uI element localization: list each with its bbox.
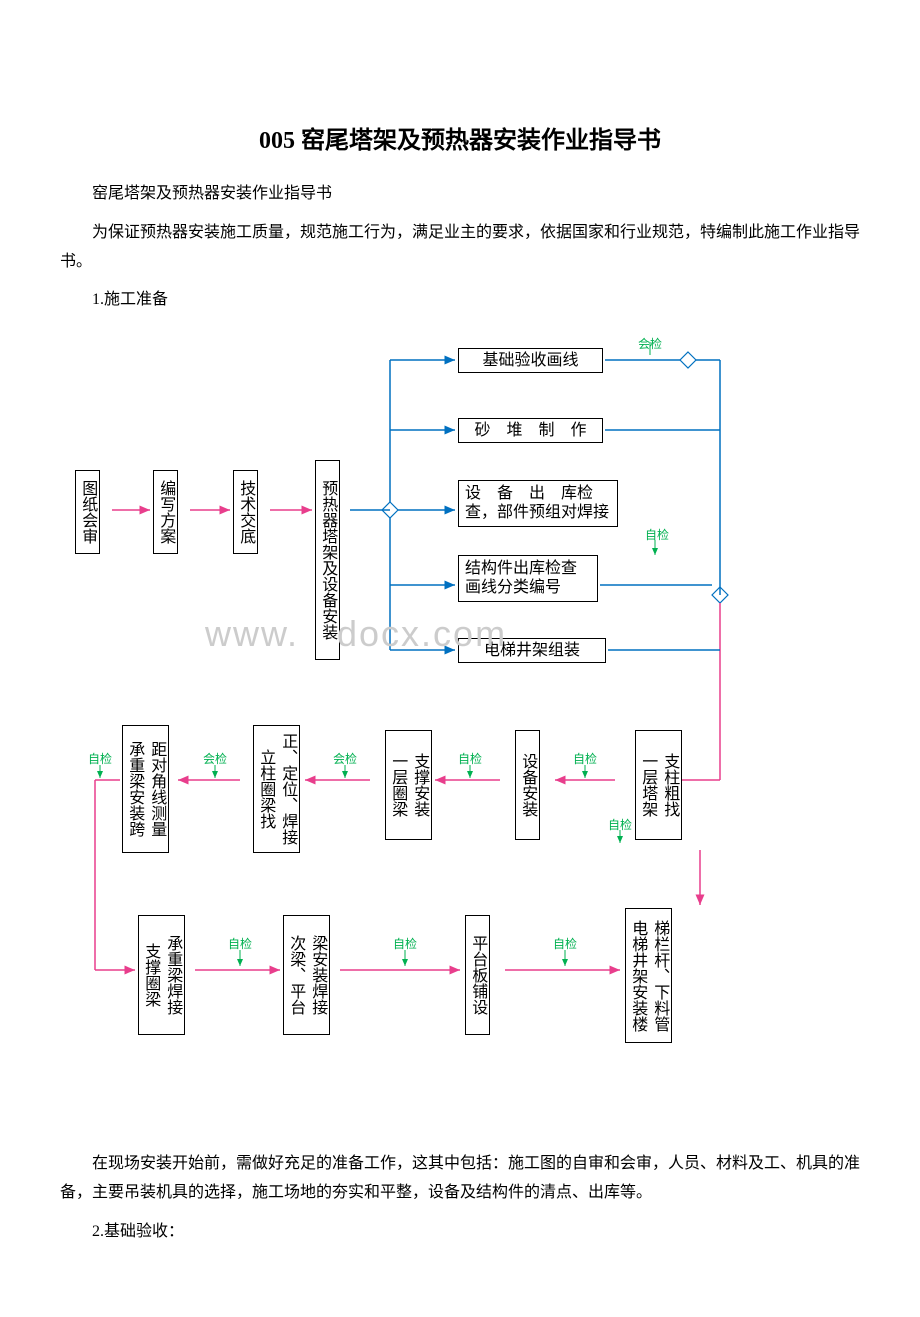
label-zijian-r3-3: 自检: [553, 935, 577, 952]
node-r2-2b: 正、定位、焊接: [276, 725, 300, 853]
label-zijian-r2-5: 自检: [573, 750, 597, 767]
node-sandpile: 砂 堆 制 作: [458, 418, 603, 443]
node-r2-1a: 承重梁安装跨: [122, 725, 147, 853]
node-preheater-install: 预热器塔架及设备安装: [315, 460, 340, 660]
paragraph-prep: 在现场安装开始前，需做好充足的准备工作，这其中包括：施工图的自审和会审，人员、材…: [60, 1150, 860, 1208]
section-2-heading: 2.基础验收：: [60, 1218, 860, 1247]
label-zijian-r2-6: 自检: [608, 816, 632, 833]
paragraph-intro2: 为保证预热器安装施工质量，规范施工行为，满足业主的要求，依据国家和行业规范，特编…: [60, 219, 860, 277]
section-1-heading: 1.施工准备: [60, 286, 860, 315]
node-r2-5a: 一层塔架: [635, 730, 660, 840]
node-r2-3b: 支撑安装: [408, 730, 432, 840]
node-tech-disclosure: 技术交底: [233, 470, 258, 554]
node-foundation-check: 基础验收画线: [458, 348, 603, 373]
node-r2-4: 设备安装: [515, 730, 540, 840]
node-r2-3a: 一层圈梁: [385, 730, 410, 840]
node-r2-5b: 支柱粗找: [658, 730, 682, 840]
node-r2-1b: 距对角线测量: [145, 725, 169, 853]
label-zijian-1: 自检: [645, 526, 669, 543]
label-zijian-r2-1: 自检: [88, 750, 112, 767]
paragraph-intro1: 窑尾塔架及预热器安装作业指导书: [60, 180, 860, 209]
node-drawing-review: 图纸会审: [75, 470, 100, 554]
node-r3-3: 平台板铺设: [465, 915, 490, 1035]
node-structure-out: 结构件出库检查画线分类编号: [458, 555, 598, 601]
node-write-plan: 编写方案: [153, 470, 178, 554]
label-huijian-r2-2: 会检: [203, 750, 227, 767]
node-r3-1b: 承重梁焊接: [161, 915, 185, 1035]
flowchart-diagram: 图纸会审 编写方案 技术交底 预热器塔架及设备安装 基础验收画线 砂 堆 制 作…: [60, 330, 860, 1130]
node-r3-2b: 梁安装焊接: [306, 915, 330, 1035]
node-equipment-out: 设 备 出 库检查，部件预组对焊接: [458, 480, 618, 526]
label-zijian-r3-1: 自检: [228, 935, 252, 952]
node-r3-1a: 支撑圈梁: [138, 915, 163, 1035]
node-r3-4a: 电梯井架安装楼: [625, 908, 650, 1043]
node-r3-4b: 梯栏杆、下料管: [648, 908, 672, 1043]
label-huijian-r2-3: 会检: [333, 750, 357, 767]
node-r2-2a: 立柱圈梁找: [253, 725, 278, 853]
label-huijian-1: 会检: [638, 335, 662, 352]
node-elevator-assemble: 电梯井架组装: [458, 638, 606, 663]
page-title: 005 窑尾塔架及预热器安装作业指导书: [60, 120, 860, 155]
label-zijian-r2-4: 自检: [458, 750, 482, 767]
node-r3-2a: 次梁、平台: [283, 915, 308, 1035]
label-zijian-r3-2: 自检: [393, 935, 417, 952]
